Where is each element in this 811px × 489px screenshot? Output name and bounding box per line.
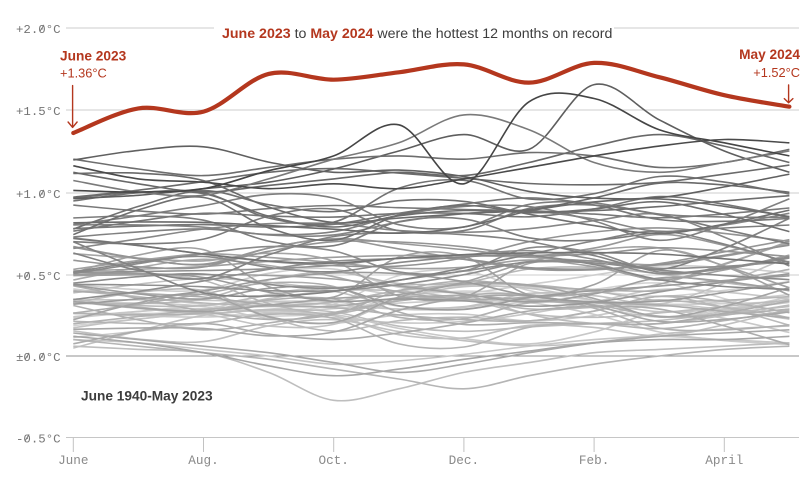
- svg-text:+2.0°C: +2.0°C: [16, 23, 61, 37]
- svg-text:-0.5°C: -0.5°C: [16, 432, 61, 446]
- svg-text:+1.0°C: +1.0°C: [16, 188, 61, 202]
- svg-text:+1.5°C: +1.5°C: [16, 105, 61, 119]
- svg-text:June 1940-May 2023: June 1940-May 2023: [81, 389, 213, 404]
- svg-text:Aug.: Aug.: [188, 453, 218, 468]
- svg-text:Dec.: Dec.: [449, 453, 479, 468]
- svg-text:June 2023: June 2023: [60, 49, 127, 64]
- svg-text:April: April: [705, 453, 743, 468]
- svg-text:+0.5°C: +0.5°C: [16, 270, 61, 284]
- svg-text:June 2023 to May 2024 were the: June 2023 to May 2024 were the hottest 1…: [222, 26, 612, 42]
- svg-text:+1.36°C: +1.36°C: [60, 66, 107, 81]
- svg-text:±0.0°C: ±0.0°C: [16, 351, 61, 365]
- svg-text:June: June: [58, 453, 88, 468]
- svg-text:May 2024: May 2024: [739, 47, 800, 62]
- svg-text:Feb.: Feb.: [579, 453, 609, 468]
- svg-text:Oct.: Oct.: [318, 453, 348, 468]
- svg-text:+1.52°C: +1.52°C: [753, 65, 800, 80]
